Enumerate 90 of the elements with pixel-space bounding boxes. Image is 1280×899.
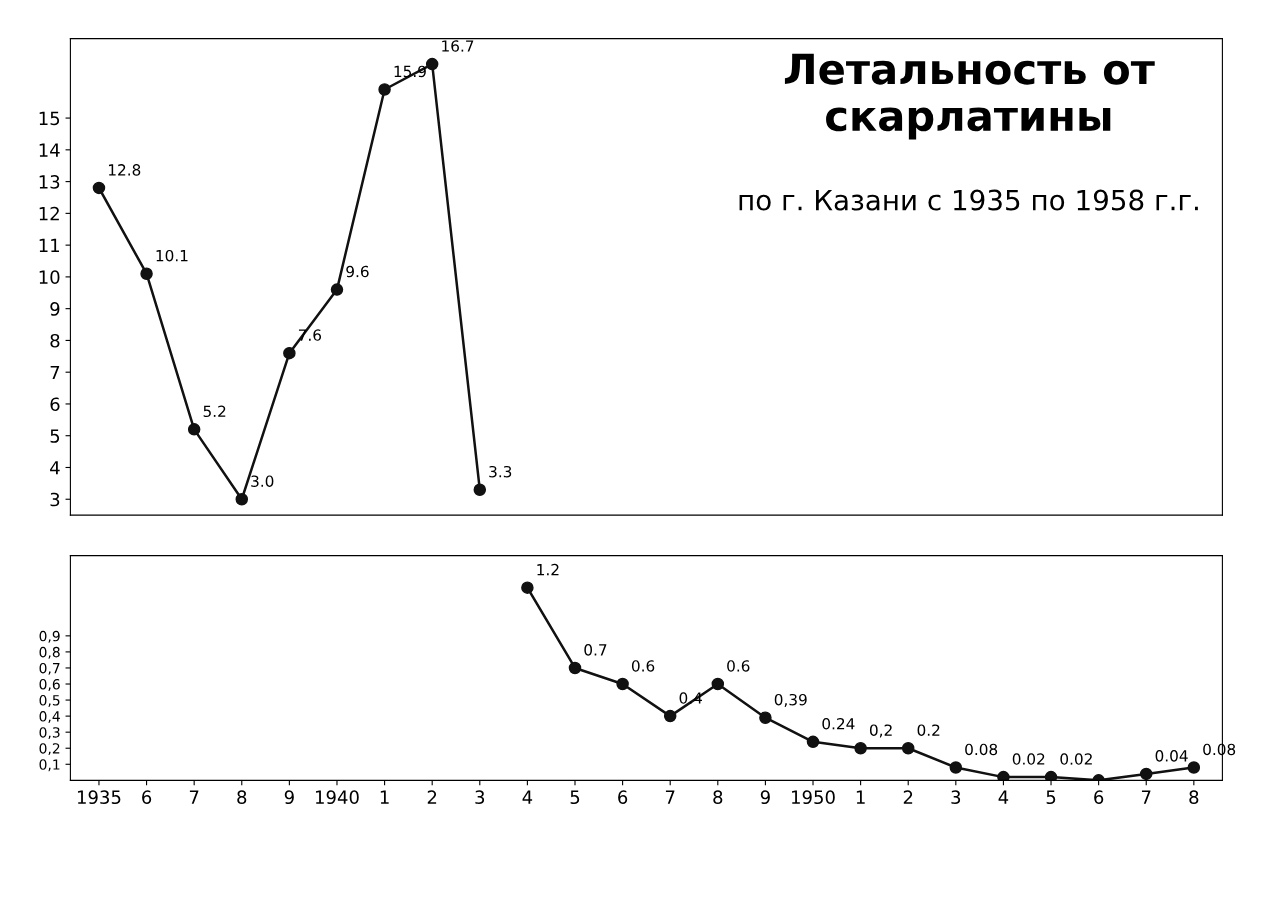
data-label: 0.6 xyxy=(631,660,655,672)
x-tick-label: 3 xyxy=(951,790,961,805)
point xyxy=(949,761,963,774)
point xyxy=(806,735,820,749)
y-tick-label: 14 xyxy=(39,143,60,157)
point xyxy=(1044,770,1058,781)
data-label: 0.6 xyxy=(727,660,750,672)
data-label: 1.2 xyxy=(537,563,559,576)
x-tick-label: 3 xyxy=(475,790,485,805)
point xyxy=(711,677,725,691)
y-tick-label: 3 xyxy=(50,492,60,507)
x-tick-label: 7 xyxy=(1141,790,1151,804)
x-tick-label: 1935 xyxy=(77,790,121,805)
data-label: 0,2 xyxy=(869,724,892,738)
point xyxy=(997,770,1010,781)
data-label: 16.7 xyxy=(442,40,474,52)
data-label: 0.04 xyxy=(1155,750,1188,762)
y-tick-label: 0,1 xyxy=(39,759,60,772)
data-label: 10.1 xyxy=(156,249,188,262)
x-tick-label: 1 xyxy=(856,790,865,804)
data-label: 5.2 xyxy=(203,405,226,418)
y-tick-label: 0,5 xyxy=(39,695,60,707)
data-label: 9.6 xyxy=(346,265,369,278)
y-tick-label: 0,7 xyxy=(39,662,60,675)
text: по г. Казани с 1935 по 1958 г.г. xyxy=(739,189,1198,211)
y-tick-label: 0,4 xyxy=(39,711,60,724)
y-tick-label: 8 xyxy=(50,333,60,348)
point xyxy=(92,181,106,195)
point xyxy=(330,283,344,296)
data-label: 3.0 xyxy=(251,475,274,487)
x-tick-label: 1950 xyxy=(792,790,835,805)
x-tick-label: 9 xyxy=(284,790,294,805)
x-tick-label: 8 xyxy=(237,790,247,805)
x-tick-label: 5 xyxy=(1046,790,1056,805)
point xyxy=(568,661,582,675)
point xyxy=(663,709,677,723)
y-tick-label: 0,6 xyxy=(39,678,60,691)
point xyxy=(521,581,534,594)
y-tick-label: 7 xyxy=(50,365,60,380)
point xyxy=(901,741,915,755)
y-tick-label: 0,3 xyxy=(39,727,60,740)
point xyxy=(283,346,296,360)
data-label: 0.08 xyxy=(965,743,998,756)
y-tick-label: 4 xyxy=(50,461,60,475)
x-tick-label: 8 xyxy=(1189,790,1199,805)
data-label: 12.8 xyxy=(108,164,141,176)
y-tick-label: 5 xyxy=(50,429,60,443)
x-tick-label: 2 xyxy=(903,790,913,804)
data-label: 0.7 xyxy=(584,644,607,656)
data-label: 0.24 xyxy=(822,717,855,730)
data-label: 0.2 xyxy=(917,724,940,736)
x-tick-label: 7 xyxy=(189,790,199,804)
point xyxy=(425,57,439,71)
x-tick-label: 6 xyxy=(1094,790,1104,805)
point xyxy=(616,677,629,691)
x-tick-label: 1 xyxy=(380,790,389,804)
y-tick-label: 10 xyxy=(39,270,60,285)
point xyxy=(854,741,867,755)
data-label: 3.3 xyxy=(489,465,512,478)
point xyxy=(759,711,772,724)
x-tick-label: 6 xyxy=(618,790,628,805)
point xyxy=(235,492,249,506)
x-tick-label: 5 xyxy=(570,790,580,805)
y-tick-label: 0,9 xyxy=(39,630,60,643)
y-tick-label: 13 xyxy=(39,175,60,189)
point xyxy=(473,483,487,496)
x-tick-label: 1940 xyxy=(315,790,359,805)
point xyxy=(187,423,201,436)
point xyxy=(140,267,153,280)
x-tick-label: 4 xyxy=(998,790,1009,804)
point xyxy=(1139,767,1153,781)
text: Летальность от скарлатины xyxy=(784,53,1155,140)
point xyxy=(1187,761,1201,774)
y-tick-label: 6 xyxy=(50,397,60,412)
x-tick-label: 6 xyxy=(142,790,152,805)
x-tick-label: 7 xyxy=(665,790,675,804)
y-tick-label: 0,2 xyxy=(39,743,60,756)
x-tick-label: 4 xyxy=(522,790,533,804)
y-tick-label: 0,8 xyxy=(39,646,60,659)
y-tick-label: 11 xyxy=(39,238,60,252)
point xyxy=(378,83,391,96)
x-tick-label: 9 xyxy=(760,790,770,805)
y-tick-label: 9 xyxy=(50,302,60,316)
y-tick-label: 15 xyxy=(39,111,60,126)
data-label: 0.02 xyxy=(1060,753,1092,765)
data-label: 0,39 xyxy=(774,693,807,707)
data-label: 0.02 xyxy=(1012,753,1045,765)
y-tick-label: 12 xyxy=(39,206,59,221)
x-tick-label: 8 xyxy=(713,790,723,805)
x-tick-label: 2 xyxy=(427,790,437,804)
